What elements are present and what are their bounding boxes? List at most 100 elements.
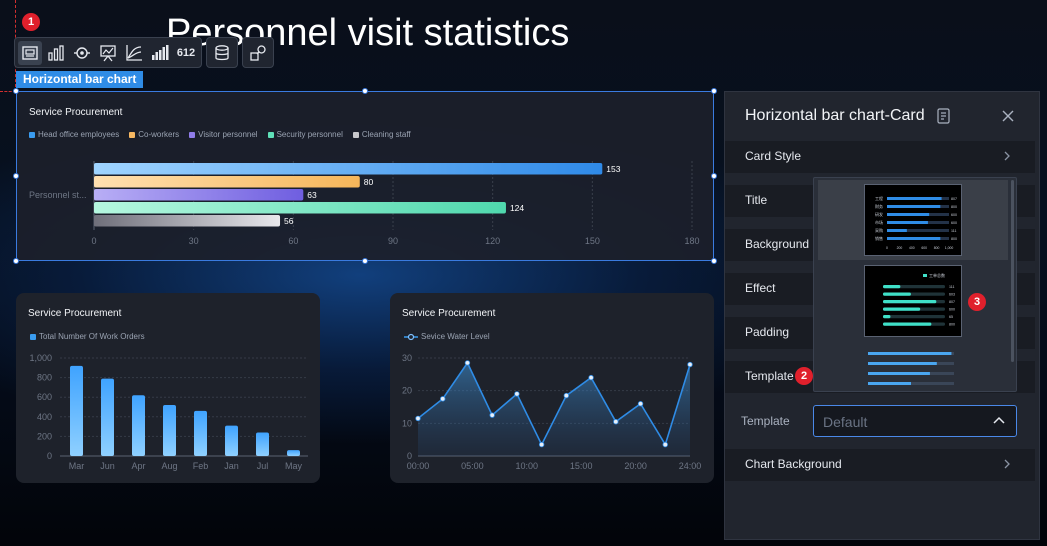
x-tick-label: 20:00 [624,461,647,471]
x-tick-label: 05:00 [461,461,484,471]
x-tick-label: May [285,461,303,471]
legend-item[interactable]: Cleaning staff [352,130,411,139]
legend-swatch [129,131,136,138]
resize-handle[interactable] [711,173,717,179]
y-tick-label: 30 [402,353,412,363]
thumb-value: 603 [949,293,955,297]
radar-icon[interactable] [70,41,94,65]
y-tick-label: 10 [402,418,412,428]
legend-label: Visitor personnel [198,130,258,139]
bar-value-label: 153 [606,164,620,174]
thumb-bar [883,292,911,296]
document-icon[interactable] [936,108,952,124]
y-category-label: Personnel st... [29,190,87,200]
thumb-bar [887,213,930,216]
signal-bars-icon[interactable] [148,41,172,65]
legend-item[interactable]: Head office employees [29,130,119,139]
thumb-label: 财务 [875,203,883,209]
x-tick-label: Apr [131,461,145,471]
legend-label: Total Number Of Work Orders [39,332,145,341]
bar [101,378,114,456]
template-option-2[interactable]: 工单总数 111 603 807 600 65 800 [818,264,1008,340]
resize-handle[interactable] [362,258,368,264]
data-point [637,401,644,407]
template-option-1[interactable]: 工程 807 财务 800 研发 600 市场 600 采购 111 销售 800 0 200 400 600… [818,180,1008,260]
shapes-group [242,37,274,68]
card-title: Service Procurement [402,308,496,319]
image-icon[interactable] [18,40,42,65]
legend-item[interactable]: Total Number Of Work Orders [30,332,145,341]
resize-handle[interactable] [362,88,368,94]
x-tick-label: 00:00 [407,461,430,471]
x-tick-label: Mar [69,461,85,471]
thumb-value: 65 [949,315,953,319]
thumb-bar [883,315,891,319]
x-tick-label: Jan [224,461,239,471]
chevron-right-icon [1004,151,1010,161]
presentation-icon[interactable] [96,41,120,65]
row-card-style[interactable]: Card Style [725,141,1035,173]
legend-item[interactable]: Sevice Water Level [404,332,490,341]
guide-line-horizontal [0,91,16,92]
template-thumbnail: 工单总数 111 603 807 600 65 800 [864,265,962,337]
chart-legend: Head office employees Co-workers Visitor… [29,130,411,139]
thumb-track [883,315,945,319]
area-chart-card[interactable]: Service Procurement Sevice Water Level 0… [390,293,714,483]
bar-chart-icon[interactable] [44,41,68,65]
legend-swatch [267,131,274,138]
shapes-icon[interactable] [246,41,270,65]
thumb-bar [887,197,942,200]
x-tick-label: 150 [585,236,600,246]
legend-item[interactable]: Security personnel [267,130,343,139]
bar-co-workers [94,176,360,188]
y-tick-label: 400 [37,412,52,422]
y-tick-label: 600 [37,392,52,402]
horizontal-bar-chart-card[interactable]: Service Procurement Head office employee… [16,91,714,261]
row-chart-background[interactable]: Chart Background [725,449,1035,481]
template-preview-chart [868,352,954,385]
bar [256,432,269,456]
legend-label: Security personnel [276,130,343,139]
row-label: Card Style [745,149,802,163]
x-tick-label: 30 [189,236,199,246]
chart-legend: Total Number Of Work Orders [30,332,145,341]
number-icon[interactable]: 612 [176,46,196,59]
y-tick-label: 0 [47,451,52,461]
resize-handle[interactable] [13,258,19,264]
row-label: Template [745,369,794,383]
legend-swatch [29,131,35,138]
thumb-bar [883,322,932,326]
y-tick-label: 20 [402,386,412,396]
bar-value-label: 80 [364,177,374,187]
template-option-3[interactable] [818,348,1008,391]
legend-item[interactable]: Co-workers [129,130,179,139]
thumb-axis-label: 0 [886,246,888,250]
thumb-bar [868,362,937,365]
bar-head-office-employees [94,163,603,175]
resize-handle[interactable] [711,258,717,264]
line-chart-icon[interactable] [122,41,146,65]
template-select-value: Default [823,414,868,430]
resize-handle[interactable] [711,88,717,94]
legend-label: Sevice Water Level [421,332,490,341]
close-icon[interactable] [999,107,1017,125]
vertical-bar-chart-card[interactable]: Service Procurement Total Number Of Work… [16,293,320,483]
y-tick-label: 1,000 [29,353,52,363]
legend-line-marker-icon [404,333,418,340]
thumb-track [887,229,949,232]
bar-cleaning-staff [94,215,281,227]
database-icon[interactable] [210,41,234,65]
data-point [588,374,594,381]
x-tick-label: 60 [288,236,298,246]
bar-value-label: 63 [307,190,317,200]
resize-handle[interactable] [13,173,19,179]
template-preview-chart: 工程 807 财务 800 研发 600 市场 600 采购 111 销售 800 0 200 400 600… [875,195,957,250]
thumb-value: 807 [951,197,957,201]
step-badge-2: 2 [795,367,813,385]
row-label: Background [745,237,810,251]
template-select[interactable]: Default [813,405,1017,437]
legend-item[interactable]: Visitor personnel [189,130,258,139]
resize-handle[interactable] [13,88,19,94]
dropdown-scrollbar[interactable] [1011,180,1014,362]
bar-visitor-personnel [94,189,304,201]
